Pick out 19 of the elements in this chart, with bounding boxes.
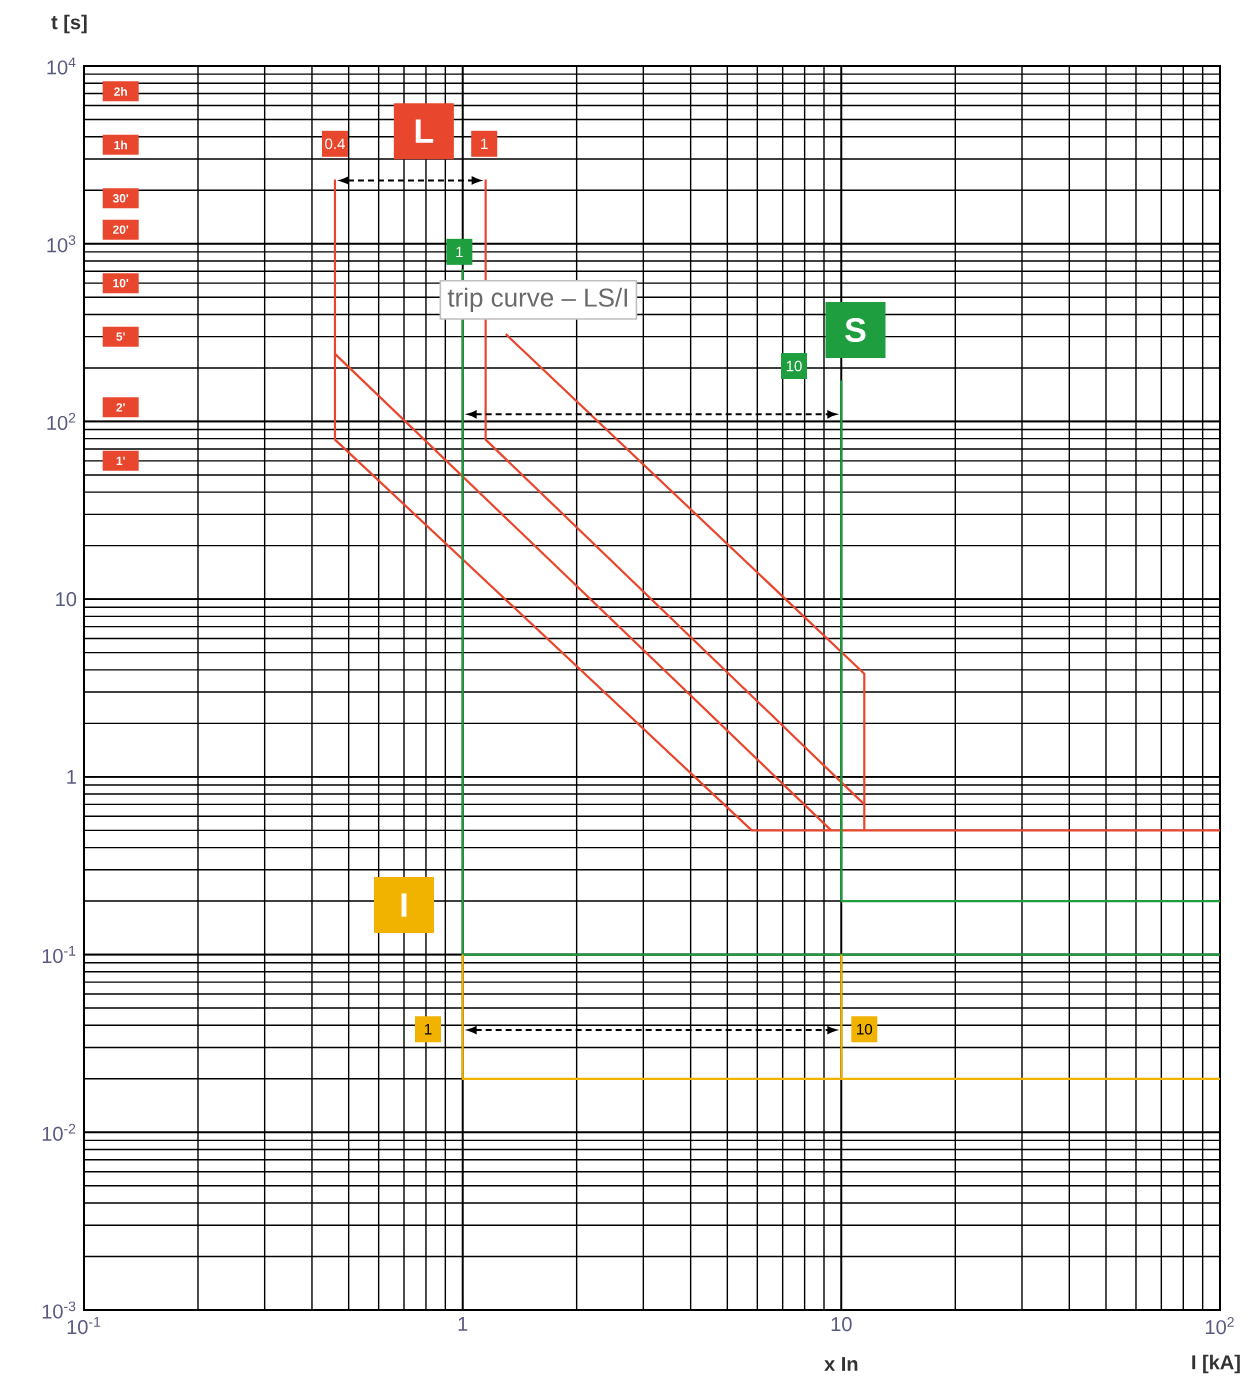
annotation: L [415, 119, 434, 143]
text: x In [824, 1357, 858, 1371]
y-tick-label: 10$^{3}$ [47, 235, 76, 253]
annotation: I [401, 893, 407, 917]
x-tick-label: 10$^{-1}$ [67, 1317, 101, 1335]
x-tick-label: 1 [458, 1317, 468, 1331]
y-tick-label: 10$^{4}$ [47, 57, 76, 75]
x-axis-title: I [kA] [1192, 1354, 1240, 1374]
y-tick-label: 10$^{2}$ [47, 412, 76, 431]
y-axis-title: t [s] [51, 14, 87, 34]
annotation: S [845, 317, 866, 343]
x-tick-label: 10 [831, 1317, 852, 1332]
y-tick-label: 10$^{-2}$ [42, 1123, 76, 1141]
text: trip curve – LS/I [447, 287, 627, 312]
x-tick-label: 10$^{2}$ [1206, 1317, 1234, 1335]
y-tick-label: 10$^{-3}$ [42, 1301, 76, 1319]
y-tick-label: 1 [67, 769, 76, 784]
y-tick-label: 10$^{-1}$ [42, 946, 76, 964]
y-tick-label: 10 [56, 592, 77, 607]
